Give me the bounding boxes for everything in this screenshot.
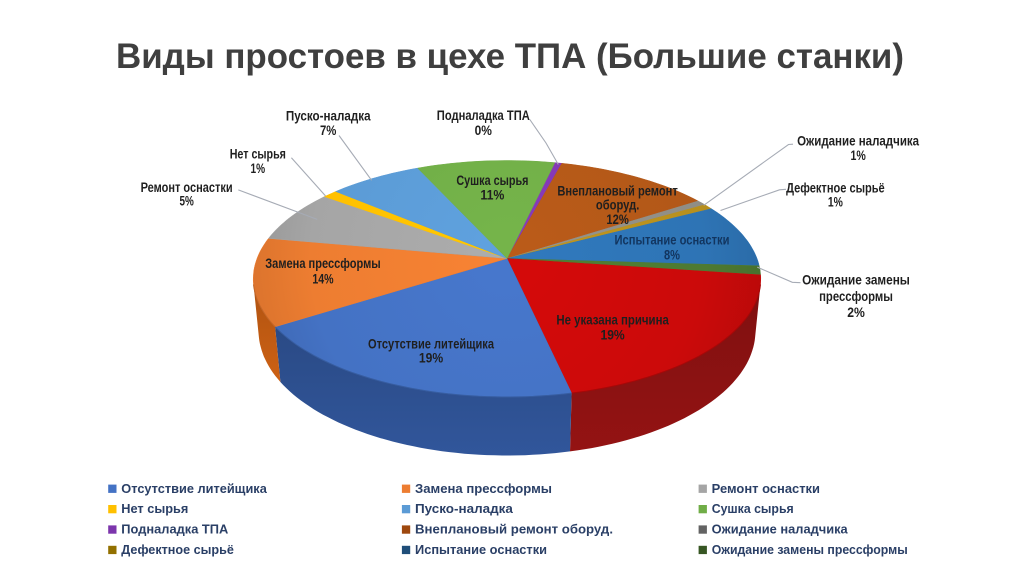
svg-text:Испытание оснастки: Испытание оснастки [415, 543, 547, 557]
svg-text:Сушка сырья: Сушка сырья [456, 173, 528, 188]
svg-text:Ремонт оснастки: Ремонт оснастки [712, 482, 820, 496]
svg-text:14%: 14% [312, 271, 333, 286]
svg-text:1%: 1% [828, 194, 843, 209]
svg-text:5%: 5% [179, 194, 193, 209]
svg-text:Внеплановый ремонт: Внеплановый ремонт [557, 183, 678, 198]
svg-text:2%: 2% [847, 305, 865, 320]
svg-text:11%: 11% [480, 188, 504, 203]
svg-text:Нет сырья: Нет сырья [121, 502, 188, 516]
svg-text:Ожидание замены: Ожидание замены [802, 273, 910, 288]
svg-text:Отсутствие литейщика: Отсутствие литейщика [121, 482, 268, 496]
svg-text:Замена прессформы: Замена прессформы [265, 256, 381, 271]
svg-text:Внеплановый ремонт оборуд.: Внеплановый ремонт оборуд. [415, 523, 613, 537]
svg-text:Пуско-наладка: Пуско-наладка [286, 109, 371, 124]
svg-text:Виды простоев в цехе ТПА (Боль: Виды простоев в цехе ТПА (Большие станки… [116, 37, 904, 76]
svg-text:1%: 1% [251, 161, 266, 176]
svg-text:Нет сырья: Нет сырья [230, 147, 286, 162]
svg-text:Ожидание наладчика: Ожидание наладчика [712, 523, 849, 537]
svg-text:Ремонт оснастки: Ремонт оснастки [141, 180, 233, 195]
svg-text:оборуд.: оборуд. [596, 198, 640, 213]
svg-text:Ожидание наладчика: Ожидание наладчика [797, 134, 919, 149]
svg-text:Не указана причина: Не указана причина [556, 313, 669, 328]
svg-text:Сушка сырья: Сушка сырья [712, 502, 794, 516]
svg-text:19%: 19% [419, 350, 443, 365]
svg-text:1%: 1% [850, 148, 865, 163]
svg-text:Подналадка ТПА: Подналадка ТПА [121, 523, 228, 537]
svg-text:Ожидание замены прессформы: Ожидание замены прессформы [712, 543, 908, 557]
svg-text:19%: 19% [600, 327, 624, 342]
svg-text:12%: 12% [606, 212, 628, 227]
svg-text:8%: 8% [664, 247, 680, 262]
svg-text:Дефектное сырьё: Дефектное сырьё [121, 543, 234, 557]
svg-text:прессформы: прессформы [819, 289, 893, 304]
svg-text:0%: 0% [475, 123, 492, 138]
svg-text:Замена прессформы: Замена прессформы [415, 482, 552, 496]
svg-text:7%: 7% [320, 123, 336, 138]
svg-text:Пуско-наладка: Пуско-наладка [415, 502, 514, 516]
svg-text:Испытание оснастки: Испытание оснастки [615, 233, 730, 248]
svg-text:Отсутствие литейщика: Отсутствие литейщика [368, 337, 494, 352]
svg-text:Дефектное сырьё: Дефектное сырьё [786, 180, 885, 195]
svg-text:Подналадка ТПА: Подналадка ТПА [437, 108, 530, 123]
